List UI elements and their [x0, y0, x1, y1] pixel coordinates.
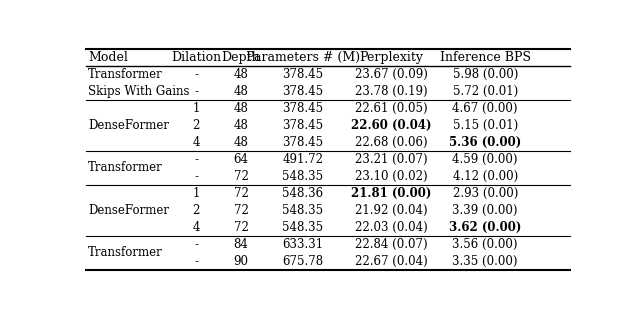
- Text: 2: 2: [193, 204, 200, 217]
- Text: 378.45: 378.45: [282, 136, 323, 149]
- Text: 48: 48: [234, 119, 248, 132]
- Text: 4.12 (0.00): 4.12 (0.00): [452, 170, 518, 183]
- Text: 3.56 (0.00): 3.56 (0.00): [452, 238, 518, 251]
- Text: 378.45: 378.45: [282, 119, 323, 132]
- Text: -: -: [195, 255, 198, 268]
- Text: 5.98 (0.00): 5.98 (0.00): [452, 68, 518, 81]
- Text: 23.10 (0.02): 23.10 (0.02): [355, 170, 428, 183]
- Text: 90: 90: [234, 255, 248, 268]
- Text: 3.62 (0.00): 3.62 (0.00): [449, 221, 522, 234]
- Text: DenseFormer: DenseFormer: [88, 204, 169, 217]
- Text: 48: 48: [234, 102, 248, 115]
- Text: 4.59 (0.00): 4.59 (0.00): [452, 153, 518, 166]
- Text: Parameters # (M): Parameters # (M): [246, 51, 360, 64]
- Text: Dilation: Dilation: [172, 51, 221, 64]
- Text: 4.67 (0.00): 4.67 (0.00): [452, 102, 518, 115]
- Text: 22.60 (0.04): 22.60 (0.04): [351, 119, 431, 132]
- Text: 22.84 (0.07): 22.84 (0.07): [355, 238, 428, 251]
- Text: Depth: Depth: [221, 51, 260, 64]
- Text: 4: 4: [193, 221, 200, 234]
- Text: 22.03 (0.04): 22.03 (0.04): [355, 221, 428, 234]
- Text: 491.72: 491.72: [282, 153, 323, 166]
- Text: 22.61 (0.05): 22.61 (0.05): [355, 102, 428, 115]
- Text: Skips With Gains: Skips With Gains: [88, 85, 189, 98]
- Text: 21.92 (0.04): 21.92 (0.04): [355, 204, 428, 217]
- Text: 4: 4: [193, 136, 200, 149]
- Text: 5.36 (0.00): 5.36 (0.00): [449, 136, 522, 149]
- Text: 378.45: 378.45: [282, 68, 323, 81]
- Text: 72: 72: [234, 204, 248, 217]
- Text: 548.35: 548.35: [282, 221, 323, 234]
- Text: 1: 1: [193, 102, 200, 115]
- Text: 48: 48: [234, 68, 248, 81]
- Text: 2: 2: [193, 119, 200, 132]
- Text: -: -: [195, 170, 198, 183]
- Text: -: -: [195, 85, 198, 98]
- Text: 72: 72: [234, 187, 248, 200]
- Text: 22.68 (0.06): 22.68 (0.06): [355, 136, 428, 149]
- Text: -: -: [195, 68, 198, 81]
- Text: 5.15 (0.01): 5.15 (0.01): [452, 119, 518, 132]
- Text: Transformer: Transformer: [88, 68, 163, 81]
- Text: 5.72 (0.01): 5.72 (0.01): [452, 85, 518, 98]
- Text: 675.78: 675.78: [282, 255, 323, 268]
- Text: Model: Model: [88, 51, 128, 64]
- Text: DenseFormer: DenseFormer: [88, 119, 169, 132]
- Text: Transformer: Transformer: [88, 161, 163, 174]
- Text: 84: 84: [234, 238, 248, 251]
- Text: 48: 48: [234, 136, 248, 149]
- Text: Inference BPS: Inference BPS: [440, 51, 531, 64]
- Text: Transformer: Transformer: [88, 246, 163, 259]
- Text: 23.67 (0.09): 23.67 (0.09): [355, 68, 428, 81]
- Text: 21.81 (0.00): 21.81 (0.00): [351, 187, 431, 200]
- Text: 48: 48: [234, 85, 248, 98]
- Text: 3.39 (0.00): 3.39 (0.00): [452, 204, 518, 217]
- Text: 2.93 (0.00): 2.93 (0.00): [452, 187, 518, 200]
- Text: 23.21 (0.07): 23.21 (0.07): [355, 153, 428, 166]
- Text: -: -: [195, 153, 198, 166]
- Text: 23.78 (0.19): 23.78 (0.19): [355, 85, 428, 98]
- Text: 548.35: 548.35: [282, 204, 323, 217]
- Text: 633.31: 633.31: [282, 238, 323, 251]
- Text: 378.45: 378.45: [282, 102, 323, 115]
- Text: 72: 72: [234, 221, 248, 234]
- Text: Perplexity: Perplexity: [359, 51, 423, 64]
- Text: 548.36: 548.36: [282, 187, 323, 200]
- Text: 548.35: 548.35: [282, 170, 323, 183]
- Text: 72: 72: [234, 170, 248, 183]
- Text: 3.35 (0.00): 3.35 (0.00): [452, 255, 518, 268]
- Text: 1: 1: [193, 187, 200, 200]
- Text: 22.67 (0.04): 22.67 (0.04): [355, 255, 428, 268]
- Text: 64: 64: [234, 153, 248, 166]
- Text: -: -: [195, 238, 198, 251]
- Text: 378.45: 378.45: [282, 85, 323, 98]
